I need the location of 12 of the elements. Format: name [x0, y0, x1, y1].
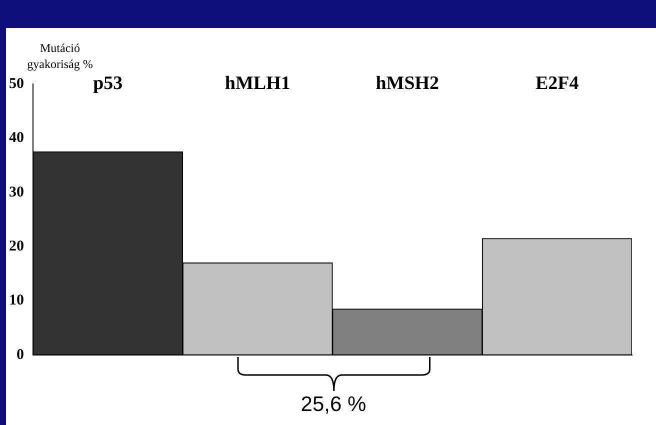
- text: 25,6 %: [300, 393, 368, 417]
- x-tick-label: hMSH2: [376, 72, 440, 94]
- y-tick-label: 30: [9, 184, 24, 200]
- y-tick-label: 10: [9, 292, 24, 309]
- y-tick-label: 50: [9, 76, 24, 92]
- x-tick-label: p53: [93, 72, 123, 94]
- y-axis-title: Mutáció gyakoriság %: [26, 40, 94, 72]
- y-tick-label: 0: [16, 346, 24, 363]
- y-tick-label: 40: [9, 130, 24, 146]
- x-tick-label: E2F4: [535, 72, 580, 94]
- y-tick-label: 20: [9, 238, 24, 254]
- x-tick-label: hMLH1: [224, 72, 290, 94]
